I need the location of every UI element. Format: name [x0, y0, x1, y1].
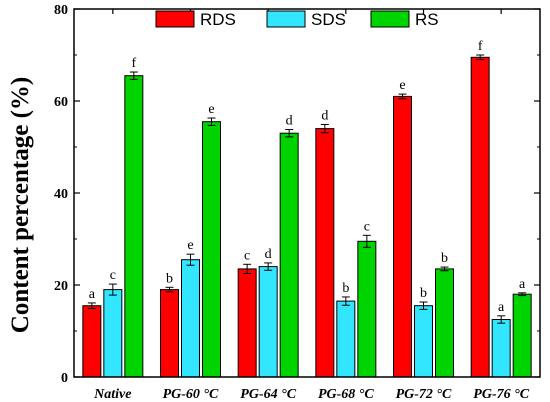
bar-sds	[258, 266, 278, 378]
significance-letter: c	[244, 248, 250, 263]
legend-swatch-sds	[266, 10, 306, 28]
bar-rs	[435, 268, 454, 378]
significance-letter: b	[342, 281, 349, 296]
significance-letter: b	[441, 251, 448, 266]
y-tick-label: 80	[54, 3, 68, 18]
bar-rs	[124, 75, 144, 378]
bar-rds	[237, 268, 257, 378]
bar-rs	[279, 132, 299, 378]
x-category-label: PG-72 °C	[396, 387, 452, 402]
y-tick-label: 40	[54, 187, 68, 202]
legend-label-sds: SDS	[311, 10, 346, 29]
bar-rs	[512, 293, 532, 378]
significance-letter: c	[364, 219, 370, 234]
significance-letter: b	[420, 286, 427, 301]
significance-letter: d	[321, 108, 328, 123]
bar-rds	[82, 305, 102, 378]
significance-letter: f	[131, 56, 136, 71]
x-category-label: PG-60 °C	[163, 387, 219, 402]
bar-sds	[181, 259, 200, 378]
bar-sds	[103, 289, 123, 378]
significance-letter: a	[498, 300, 505, 315]
bar-rds	[393, 95, 412, 378]
significance-letter: d	[265, 247, 272, 262]
significance-letter: e	[187, 238, 193, 253]
bar-rs	[202, 121, 221, 378]
significance-letter: f	[478, 39, 483, 54]
significance-letter: e	[399, 78, 405, 93]
significance-letter: d	[286, 114, 293, 129]
significance-letter: a	[89, 287, 96, 302]
significance-letter: e	[208, 102, 214, 117]
plot-frame	[73, 8, 541, 378]
legend-swatch-rs	[370, 10, 410, 28]
y-tick-label: 0	[61, 371, 68, 386]
x-category-label: Native	[93, 387, 131, 402]
significance-letter: b	[166, 271, 173, 286]
bar-rds	[315, 128, 335, 378]
legend-swatch-rds	[155, 10, 195, 28]
x-category-label: PG-64 °C	[240, 387, 296, 402]
bar-sds	[336, 300, 356, 378]
x-category-label: PG-68 °C	[318, 387, 374, 402]
bar-rs	[357, 240, 377, 378]
y-tick-label: 20	[54, 279, 68, 294]
bar-rds	[470, 56, 490, 378]
bar-sds	[491, 319, 511, 378]
significance-letter: a	[519, 277, 526, 292]
x-category-label: PG-76 °C	[473, 387, 529, 402]
y-axis-label: Content percentage (%)	[7, 77, 34, 333]
legend-label-rs: RS	[415, 10, 439, 29]
bar-rds	[160, 289, 179, 378]
bar-sds	[414, 305, 433, 378]
legend-label-rds: RDS	[200, 10, 236, 29]
y-tick-label: 60	[54, 95, 68, 110]
significance-letter: c	[110, 268, 116, 283]
